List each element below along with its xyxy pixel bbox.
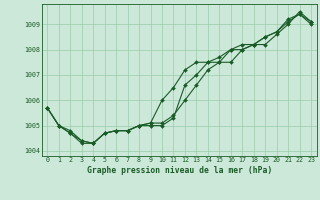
X-axis label: Graphe pression niveau de la mer (hPa): Graphe pression niveau de la mer (hPa) bbox=[87, 166, 272, 175]
